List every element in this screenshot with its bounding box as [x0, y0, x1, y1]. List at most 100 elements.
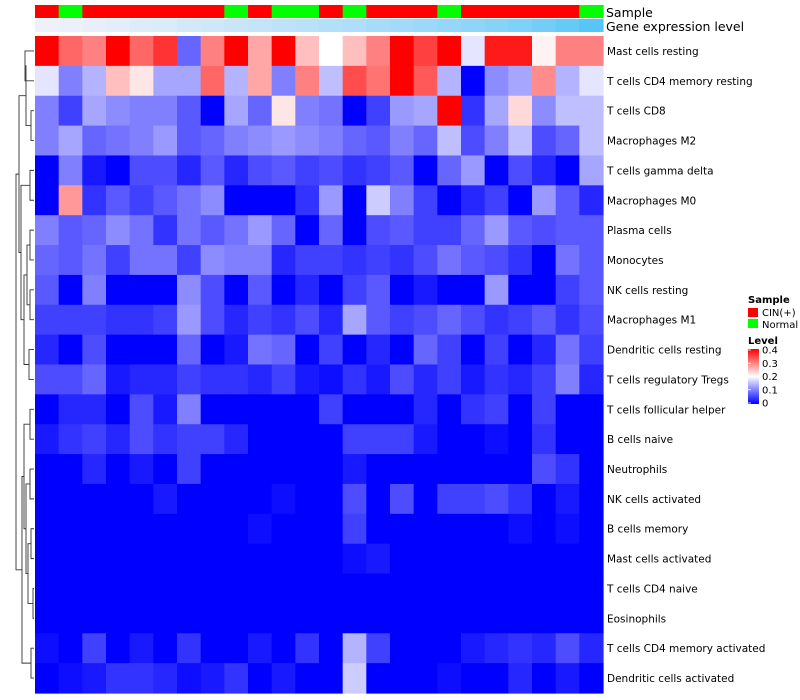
dendrogram-branch — [32, 588, 34, 619]
heatmap-cell — [319, 334, 344, 366]
heatmap-cell — [319, 633, 344, 664]
heatmap-cell — [555, 215, 580, 246]
expression-annotation-cell — [390, 19, 415, 32]
heatmap-cell — [58, 304, 83, 336]
heatmap-cell — [532, 543, 557, 575]
heatmap-cell — [271, 364, 296, 395]
heatmap-cell — [200, 454, 225, 485]
heatmap-cell — [461, 424, 486, 455]
heatmap-cell — [35, 394, 60, 425]
heatmap-cell — [224, 603, 249, 634]
heatmap-cell — [177, 513, 202, 545]
heatmap-cell — [461, 95, 486, 127]
heatmap-cell — [508, 185, 533, 216]
heatmap-cell — [508, 215, 533, 246]
heatmap-cell — [224, 424, 249, 455]
heatmap-cell — [342, 125, 367, 157]
heatmap-cell — [106, 454, 131, 485]
heatmap-cell — [555, 274, 580, 306]
heatmap-cell — [153, 513, 178, 545]
expression-annotation-cell — [106, 19, 131, 32]
heatmap-cell — [390, 65, 415, 97]
sample-annotation-cell — [248, 5, 273, 18]
row-label: Neutrophils — [607, 464, 667, 476]
heatmap-cell — [200, 424, 225, 455]
heatmap-cell — [413, 603, 438, 634]
heatmap-cell — [555, 304, 580, 336]
heatmap-cell — [319, 215, 344, 246]
heatmap-cell — [58, 633, 83, 664]
heatmap-cell — [295, 125, 320, 157]
heatmap-cell — [342, 215, 367, 246]
heatmap-cell — [413, 394, 438, 425]
heatmap-cell — [484, 483, 509, 515]
heatmap-cell — [319, 663, 344, 694]
heatmap-cell — [437, 364, 462, 395]
heatmap-cell — [579, 483, 604, 515]
heatmap-cell — [437, 215, 462, 246]
heatmap-cell — [35, 125, 60, 157]
heatmap-cell — [484, 185, 509, 216]
legend-swatch-normal — [748, 319, 758, 328]
heatmap-cell — [413, 454, 438, 485]
heatmap-cell — [342, 573, 367, 605]
heatmap-cell — [82, 245, 107, 276]
heatmap-cell — [224, 543, 249, 575]
heatmap-cell — [366, 543, 391, 575]
dendrogram-branch — [28, 349, 34, 380]
heatmap-cell — [271, 185, 296, 216]
heatmap-cell — [129, 274, 154, 306]
heatmap-cell — [532, 125, 557, 157]
heatmap-cell — [58, 215, 83, 246]
heatmap-cell — [224, 36, 249, 67]
heatmap-cell — [366, 274, 391, 306]
row-dendrogram — [16, 51, 34, 679]
heatmap-cell — [177, 215, 202, 246]
heatmap-cell — [248, 215, 273, 246]
heatmap-cell — [224, 573, 249, 605]
heatmap-cell — [508, 513, 533, 545]
heatmap-cell — [555, 185, 580, 216]
heatmap-cell — [82, 633, 107, 664]
heatmap-cell — [532, 573, 557, 605]
heatmap-cell — [484, 573, 509, 605]
heatmap-cell — [200, 274, 225, 306]
heatmap-cell — [390, 36, 415, 67]
heatmap-cell — [271, 274, 296, 306]
heatmap-cell — [319, 454, 344, 485]
heatmap-cell — [129, 424, 154, 455]
heatmap-cell — [484, 125, 509, 157]
heatmap-cell — [106, 633, 131, 664]
heatmap-cell — [390, 513, 415, 545]
heatmap-cell — [248, 304, 273, 336]
sample-annotation-cell — [555, 5, 580, 18]
heatmap-cell — [555, 245, 580, 276]
expression-annotation-cell — [248, 19, 273, 32]
heatmap-cell — [484, 274, 509, 306]
heatmap-cell — [390, 215, 415, 246]
expression-annotation-cell — [532, 19, 557, 32]
row-label: Dendritic cells activated — [607, 673, 734, 685]
heatmap-cell — [366, 125, 391, 157]
sample-annotation-cell — [177, 5, 202, 18]
heatmap-cell — [366, 603, 391, 634]
heatmap-cell — [153, 245, 178, 276]
heatmap-cell — [413, 65, 438, 97]
heatmap-cell — [177, 334, 202, 366]
heatmap-cell — [461, 543, 486, 575]
heatmap-cell — [177, 95, 202, 127]
heatmap-cell — [532, 36, 557, 67]
heatmap-cell — [461, 304, 486, 336]
heatmap-cell — [82, 125, 107, 157]
heatmap-cell — [484, 36, 509, 67]
sample-annotation-cell — [82, 5, 107, 18]
heatmap-cell — [508, 663, 533, 694]
heatmap-cell — [579, 36, 604, 67]
heatmap-cell — [295, 185, 320, 216]
heatmap-cell — [129, 364, 154, 395]
heatmap-cell — [319, 245, 344, 276]
heatmap-cell — [555, 483, 580, 515]
heatmap-cell — [106, 155, 131, 186]
heatmap-cell — [224, 185, 249, 216]
expression-annotation-cell — [271, 19, 296, 32]
